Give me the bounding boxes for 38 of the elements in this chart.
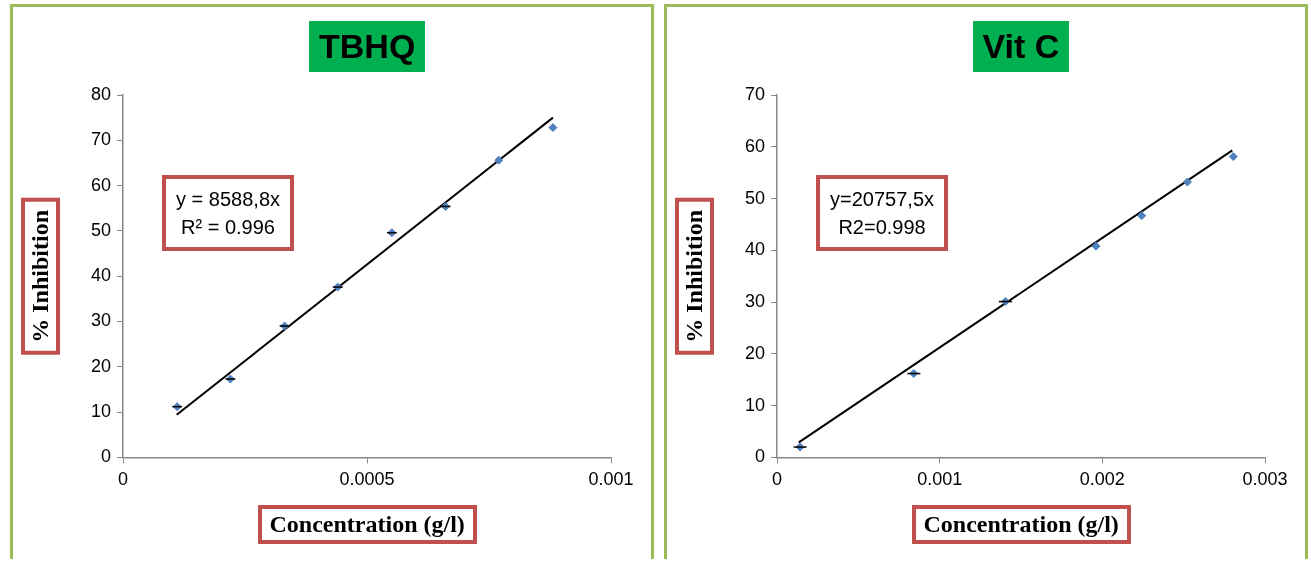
point (1228, 152, 1238, 162)
y-tick-label: 10 (90, 401, 112, 422)
x-tick-label: 0.003 (1242, 469, 1288, 490)
y-tick-label: 10 (744, 394, 766, 415)
y-tick-label: 60 (90, 174, 112, 195)
x-tick-label: 0.001 (917, 469, 963, 490)
point (1091, 241, 1101, 251)
x-tick-label: 0.001 (588, 469, 634, 490)
point (1137, 211, 1147, 221)
annotation: y = 8588,8x R² = 0.996 (162, 174, 295, 251)
x-tick-label: 0 (118, 469, 129, 490)
y-tick-label: 60 (744, 135, 766, 156)
point (1182, 177, 1192, 187)
chart-title: Vit C (972, 21, 1070, 72)
x-tick-label: 0.002 (1079, 469, 1125, 490)
y-tick-label: 20 (90, 355, 112, 376)
y-tick-label: 50 (90, 219, 112, 240)
y-tick-label: 0 (101, 446, 112, 467)
point (548, 123, 558, 133)
x-axis-title: Concentration (g/l) (257, 505, 477, 544)
y-tick-label: 20 (744, 342, 766, 363)
x-tick-label: 0.0005 (339, 469, 395, 490)
y-tick-label: 70 (90, 129, 112, 150)
y-axis-title: % Inhibition (675, 197, 714, 355)
y-tick-label: 30 (90, 310, 112, 331)
y-tick-label: 40 (90, 265, 112, 286)
x-axis-title: Concentration (g/l) (911, 505, 1131, 544)
annotation: y=20757,5x R2=0.998 (816, 174, 949, 251)
y-tick-label: 80 (90, 83, 112, 104)
y-tick-label: 30 (744, 291, 766, 312)
chart-title: TBHQ (309, 21, 426, 72)
y-tick-label: 50 (744, 187, 766, 208)
y-tick-label: 40 (744, 239, 766, 260)
y-tick-label: 0 (755, 446, 766, 467)
y-tick-label: 70 (744, 83, 766, 104)
x-tick-label: 0 (772, 469, 783, 490)
point (494, 155, 504, 165)
y-axis-title: % Inhibition (21, 197, 60, 355)
